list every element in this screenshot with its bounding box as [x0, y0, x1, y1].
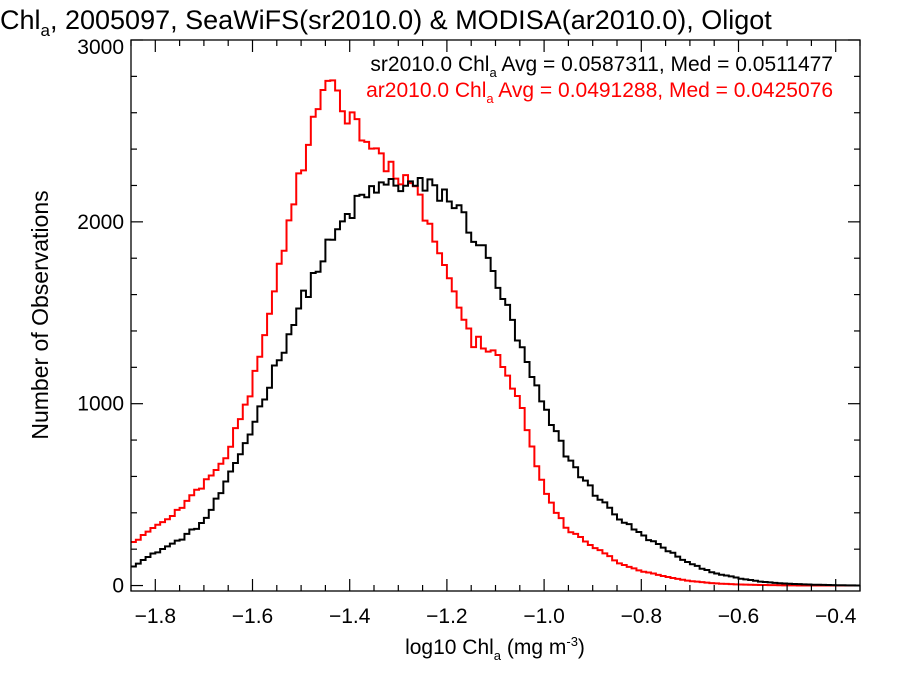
y-tick-label: 0 [112, 575, 124, 598]
series-ar2010-histogram [131, 79, 860, 587]
x-axis-label: log10 Chla (mg m-3) [405, 634, 585, 663]
x-tick-label: −1.6 [232, 605, 273, 628]
x-tick-label: −0.8 [621, 605, 662, 628]
y-axis: 0 1000 2000 3000 [77, 36, 860, 598]
chart-title: Chla, 2005097, SeaWiFS(sr2010.0) & MODIS… [0, 5, 772, 40]
x-tick-label: −0.4 [815, 605, 857, 628]
y-tick-label: 1000 [77, 393, 124, 416]
x-tick-label: −0.6 [718, 605, 759, 628]
x-axis: −1.8 −1.6 −1.4 −1.2 −1.0 −0.8 −0.6 −0.4 [130, 40, 861, 628]
x-tick-label: −1.4 [329, 605, 371, 628]
y-tick-label: 2000 [77, 211, 124, 234]
plot-series-group [131, 79, 860, 587]
x-tick-label: −1.0 [523, 605, 564, 628]
x-tick-label: −1.2 [426, 605, 467, 628]
series-sr2010-histogram [131, 177, 860, 587]
stats-annotation-sr2010: sr2010.0 Chla Avg = 0.0587311, Med = 0.0… [370, 53, 833, 80]
x-tick-label: −1.8 [135, 605, 176, 628]
y-axis-label: Number of Observations [27, 190, 53, 439]
y-tick-label: 3000 [77, 36, 124, 59]
stats-annotation-ar2010: ar2010.0 Chla Avg = 0.0491288, Med = 0.0… [366, 79, 833, 106]
